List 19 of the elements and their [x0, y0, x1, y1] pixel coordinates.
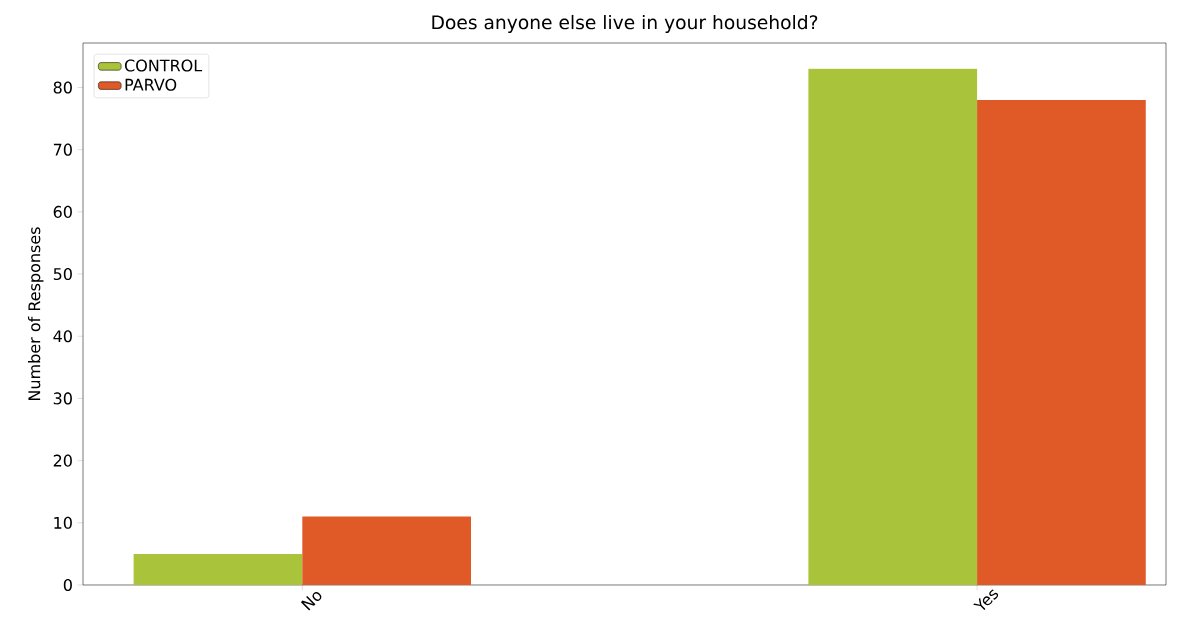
y-tick-label: 50	[53, 267, 72, 281]
bar	[808, 68, 978, 585]
x-tick-label: No	[300, 592, 322, 611]
y-tick-label: 80	[53, 81, 72, 94]
y-axis-title: Number of Responses	[27, 227, 44, 400]
y-tick-label: 30	[53, 392, 72, 405]
chart-title: Does anyone else live in your household?	[432, 14, 818, 33]
x-tick-label: Yes	[973, 589, 999, 611]
bar	[977, 99, 1146, 585]
y-tick-label: 0	[63, 578, 72, 592]
bar	[133, 553, 303, 585]
bar	[302, 516, 471, 585]
legend-label: PARVO	[125, 78, 177, 91]
y-tick-label: 40	[53, 330, 72, 343]
y-tick-label: 70	[53, 143, 72, 156]
y-tick-label: 20	[53, 454, 72, 467]
legend-label: CONTROL	[124, 59, 203, 72]
y-tick-label: 60	[53, 205, 72, 218]
y-tick-label: 10	[54, 516, 72, 529]
